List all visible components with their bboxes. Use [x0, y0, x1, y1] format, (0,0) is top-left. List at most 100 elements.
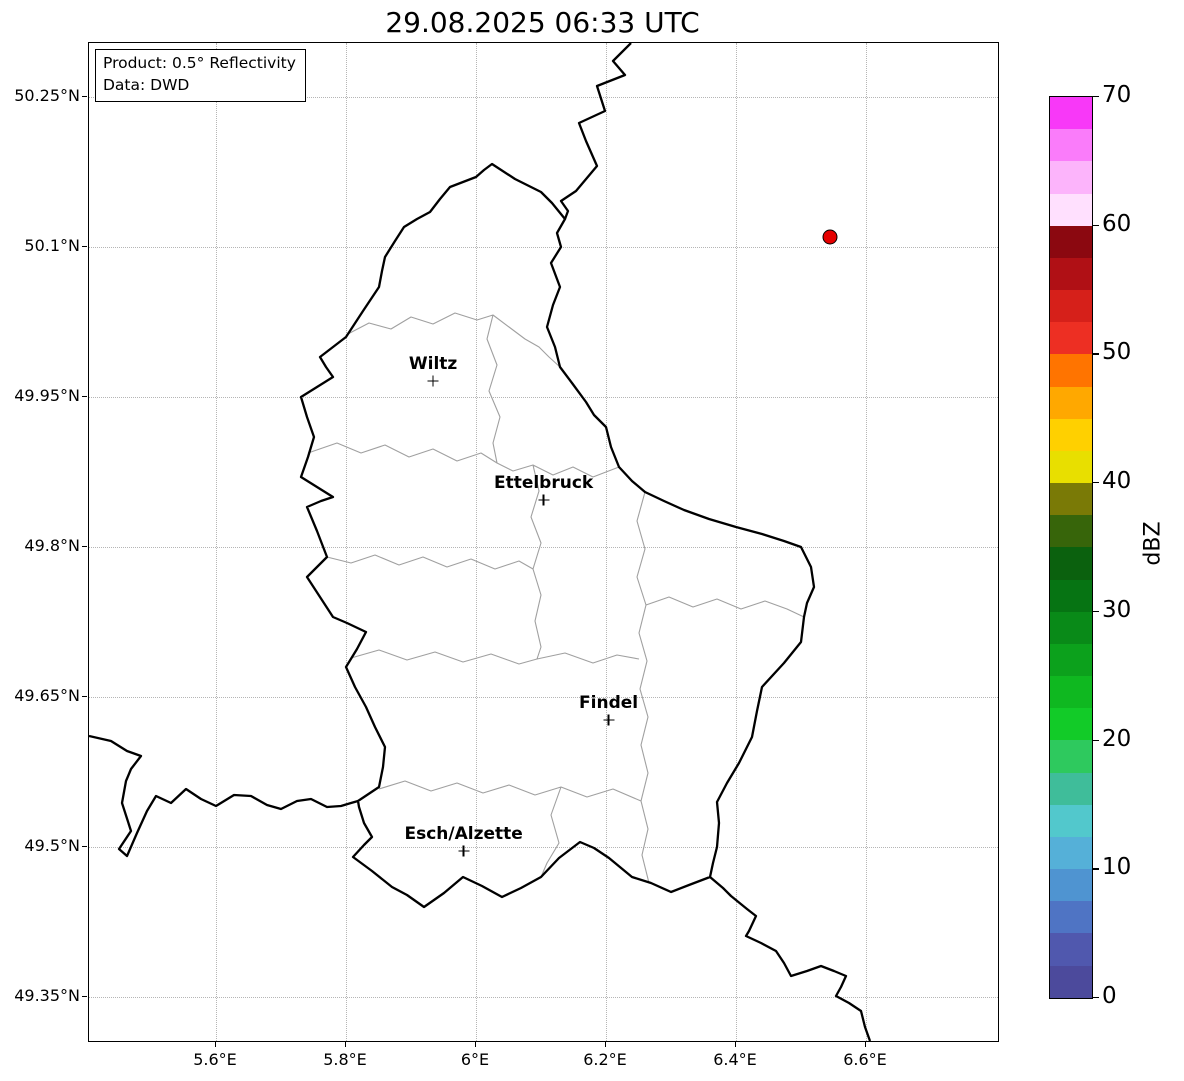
colorbar-segment [1050, 611, 1092, 644]
map-borders-svg [89, 43, 872, 1041]
x-axis-tick-label: 6.6°E [843, 1050, 887, 1069]
gridline-vertical [735, 43, 737, 1041]
gridline-horizontal [89, 997, 998, 998]
colorbar-tick [1093, 96, 1099, 98]
radar-echo-dot [822, 229, 838, 245]
y-axis-tick [82, 696, 87, 698]
x-axis-tick-label: 6°E [460, 1050, 490, 1069]
product-info-line: Product: 0.5° Reflectivity [103, 54, 296, 72]
y-axis-tick-label: 49.95°N [14, 386, 80, 405]
colorbar-axis-label: dBZ [1140, 521, 1166, 566]
city-label-wiltz: Wiltz [408, 354, 458, 374]
x-axis-tick [604, 1042, 607, 1047]
colorbar-segment [1050, 836, 1092, 870]
colorbar-tick [1093, 610, 1099, 613]
gridline-vertical [216, 43, 217, 1041]
x-axis-tick-label: 5.8°E [323, 1050, 367, 1069]
x-axis-tick-label: 5.6°E [193, 1050, 237, 1069]
colorbar-segment [1050, 193, 1092, 226]
gridline-vertical [346, 43, 347, 1041]
y-axis-tick [82, 96, 87, 98]
colorbar-segment [1050, 161, 1092, 194]
colorbar-segment [1050, 386, 1092, 419]
y-axis-tick [82, 846, 87, 848]
colorbar-segment [1050, 901, 1092, 934]
y-axis-tick-label: 49.35°N [14, 986, 80, 1005]
colorbar-segment [1050, 97, 1092, 130]
gridline-vertical [865, 43, 867, 1041]
city-marker-ettelbruck [538, 494, 550, 506]
colorbar-segment [1050, 418, 1092, 451]
x-axis-tick [215, 1042, 217, 1047]
y-axis-tick-label: 50.25°N [14, 86, 80, 105]
city-label-esch-alzette: Esch/Alzette [404, 824, 523, 844]
y-axis-tick [82, 996, 87, 998]
colorbar [1049, 96, 1093, 999]
gridline-horizontal [89, 847, 998, 848]
gridline-horizontal [89, 97, 998, 98]
border-france-belgium [89, 734, 359, 858]
y-axis-tick-label: 49.5°N [24, 836, 80, 855]
colorbar-tick [1093, 997, 1099, 999]
y-axis-tick-label: 49.65°N [14, 686, 80, 705]
y-axis-tick-label: 49.8°N [24, 536, 80, 555]
city-marker-wiltz [427, 375, 439, 387]
x-axis-tick [734, 1042, 737, 1047]
colorbar-segment [1050, 450, 1092, 484]
colorbar-segment [1050, 643, 1092, 677]
colorbar-segment [1050, 225, 1092, 258]
city-marker-esch-alzette [458, 845, 470, 857]
x-axis-tick-label: 6.2°E [583, 1050, 627, 1069]
x-axis-tick [864, 1042, 867, 1047]
colorbar-tick-label: 0 [1102, 983, 1117, 1009]
colorbar-segment [1050, 933, 1092, 966]
colorbar-segment [1050, 129, 1092, 162]
colorbar-segment [1050, 965, 1092, 998]
country-border-luxembourg [299, 162, 816, 909]
colorbar-segment [1050, 257, 1092, 291]
x-axis-tick [474, 1042, 477, 1047]
border-belgium-germany [559, 43, 632, 220]
y-axis-tick [82, 546, 87, 548]
map-plot-area: Wiltz Ettelbruck Findel Esch/Alzette Produc… [88, 42, 999, 1042]
city-marker-findel [603, 714, 615, 726]
y-axis-tick [82, 396, 87, 398]
colorbar-segment [1050, 547, 1092, 580]
gridline-horizontal [89, 397, 998, 398]
gridline-vertical [605, 43, 607, 1041]
data-source-line: Data: DWD [103, 75, 190, 94]
city-label-findel: Findel [579, 693, 639, 713]
colorbar-tick-label: 20 [1102, 725, 1132, 752]
colorbar-segment [1050, 354, 1092, 387]
colorbar-tick-label: 40 [1102, 468, 1132, 495]
border-germany-france [709, 876, 872, 1041]
colorbar-segment [1050, 740, 1092, 773]
gridline-vertical [475, 43, 477, 1041]
gridline-horizontal [89, 547, 998, 548]
colorbar-segment [1050, 772, 1092, 805]
y-axis-tick [82, 246, 87, 248]
colorbar-tick [1093, 482, 1099, 484]
colorbar-segment [1050, 708, 1092, 741]
x-axis-tick-label: 6.4°E [713, 1050, 757, 1069]
colorbar-tick-label: 50 [1102, 339, 1132, 366]
gridline-horizontal [89, 697, 998, 698]
colorbar-tick-label: 10 [1102, 854, 1132, 881]
gridline-horizontal [89, 247, 998, 248]
colorbar-segment [1050, 322, 1092, 355]
district-borders [307, 312, 805, 884]
colorbar-tick [1093, 739, 1099, 741]
colorbar-tick [1093, 868, 1099, 870]
x-axis-tick [345, 1042, 347, 1047]
colorbar-segment [1050, 869, 1092, 902]
colorbar-segment [1050, 804, 1092, 837]
product-info-box: Product: 0.5° Reflectivity Data: DWD [95, 49, 306, 103]
y-axis-tick-label: 50.1°N [24, 236, 80, 255]
colorbar-tick-label: 30 [1102, 596, 1132, 623]
colorbar-segment [1050, 483, 1092, 516]
figure-title: 29.08.2025 06:33 UTC [385, 6, 700, 39]
colorbar-tick [1093, 224, 1099, 226]
colorbar-segment [1050, 676, 1092, 709]
colorbar-tick-label: 60 [1102, 210, 1132, 237]
